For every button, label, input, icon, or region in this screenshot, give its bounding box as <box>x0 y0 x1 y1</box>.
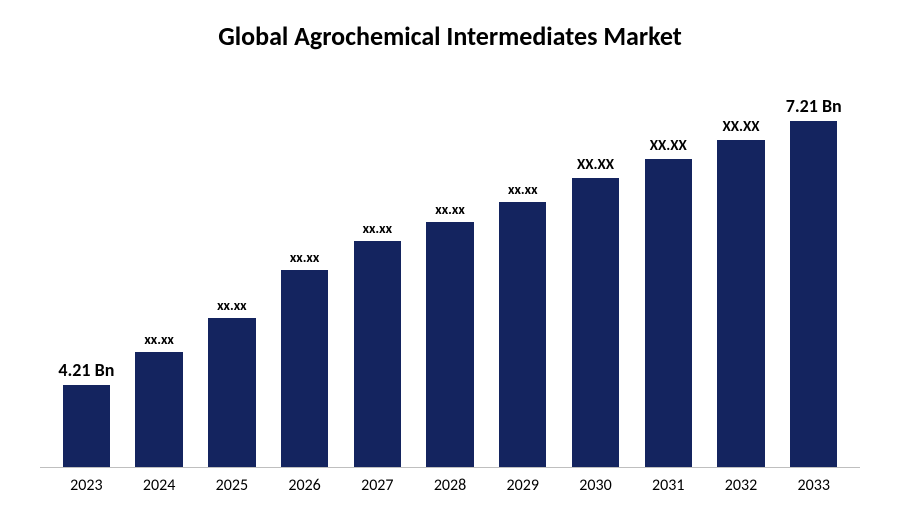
bar-value-label: xx.xx <box>435 201 464 218</box>
bar <box>354 241 401 467</box>
bar-value-label: XX.XX <box>722 118 759 136</box>
bar <box>717 140 764 467</box>
x-axis-tick: 2024 <box>129 476 190 495</box>
bar <box>208 318 255 467</box>
bar-group: xx.xx <box>347 82 408 467</box>
bar-value-label: XX.XX <box>577 156 614 174</box>
bar-group: 4.21 Bn <box>56 82 117 467</box>
bar <box>63 385 110 467</box>
bar-group: xx.xx <box>129 82 190 467</box>
x-axis-tick: 2027 <box>347 476 408 495</box>
x-axis-tick: 2026 <box>274 476 335 495</box>
x-axis-tick: 2031 <box>638 476 699 495</box>
x-axis-tick: 2023 <box>56 476 117 495</box>
bar-value-label: xx.xx <box>290 249 319 266</box>
bar-group: xx.xx <box>492 82 553 467</box>
bar-value-label: XX.XX <box>650 137 687 155</box>
bar-value-label: xx.xx <box>144 331 173 348</box>
bar <box>645 159 692 467</box>
bar-group: XX.XX <box>638 82 699 467</box>
chart-title: Global Agrochemical Intermediates Market <box>40 20 860 52</box>
bar-value-label: xx.xx <box>508 181 537 198</box>
bar-value-label: xx.xx <box>217 297 246 314</box>
bar-group: XX.XX <box>711 82 772 467</box>
bar <box>499 202 546 467</box>
x-axis-tick: 2033 <box>783 476 844 495</box>
bar <box>281 270 328 467</box>
x-axis-tick: 2028 <box>420 476 481 495</box>
x-axis-tick: 2029 <box>492 476 553 495</box>
bar-group: 7.21 Bn <box>783 82 844 467</box>
x-axis-tick: 2030 <box>565 476 626 495</box>
x-axis: 2023 2024 2025 2026 2027 2028 2029 2030 2031 2032… <box>40 468 860 495</box>
x-axis-tick: 2032 <box>711 476 772 495</box>
bar <box>135 352 182 468</box>
bar-group: xx.xx <box>201 82 262 467</box>
bar <box>790 121 837 468</box>
bar-group: xx.xx <box>274 82 335 467</box>
bar-value-label: 7.21 Bn <box>786 95 842 117</box>
x-axis-tick: 2025 <box>201 476 262 495</box>
bar <box>426 222 473 467</box>
bar <box>572 178 619 467</box>
chart-container: Global Agrochemical Intermediates Market… <box>0 0 900 525</box>
bar-group: XX.XX <box>565 82 626 467</box>
bar-group: xx.xx <box>420 82 481 467</box>
bar-value-label: 4.21 Bn <box>58 359 114 381</box>
plot-area: 4.21 Bn xx.xx xx.xx xx.xx xx.xx xx.xx xx.xx XX.… <box>40 82 860 468</box>
bar-value-label: xx.xx <box>363 220 392 237</box>
